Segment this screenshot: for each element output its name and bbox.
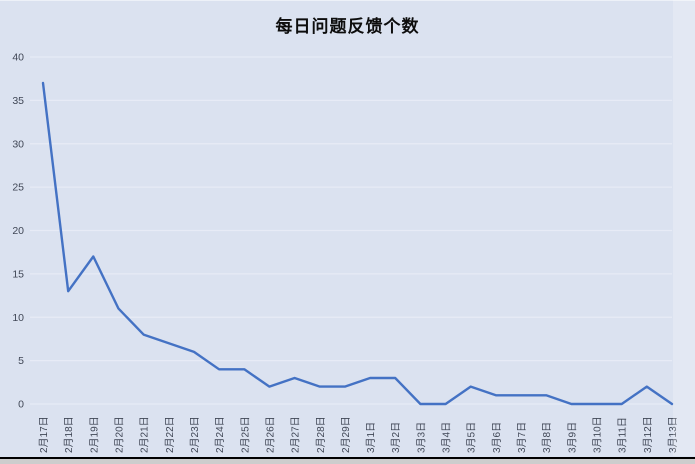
x-axis-tick-label: 2月29日 (340, 416, 352, 453)
x-axis-tick-label: 2月27日 (290, 416, 302, 453)
y-axis-tick-label: 40 (12, 52, 24, 64)
x-axis-tick-label: 2月28日 (315, 416, 327, 453)
x-axis-tick-label: 3月8日 (541, 422, 553, 453)
x-axis-tick-label: 3月3日 (415, 422, 427, 453)
data-series-line (41, 81, 674, 406)
y-axis-tick-label: 0 (18, 399, 24, 411)
x-axis-tick-label: 2月24日 (214, 416, 226, 453)
x-axis-tick-label: 3月12日 (642, 416, 654, 453)
x-axis-tick-label: 3月2日 (390, 422, 402, 453)
x-axis-tick-label: 3月6日 (491, 422, 503, 453)
x-axis-tick-label: 3月10日 (592, 416, 604, 453)
x-axis-tick-label: 2月22日 (164, 416, 176, 453)
y-axis-tick-label: 35 (12, 95, 24, 107)
x-axis-tick-label: 3月4日 (441, 422, 453, 453)
x-axis-tick-label: 3月1日 (365, 422, 377, 453)
y-axis-tick-label: 15 (12, 268, 24, 280)
x-axis-tick-label: 2月17日 (38, 416, 50, 453)
window-bottom-edge (0, 457, 695, 464)
y-axis-tick-label: 5 (18, 355, 24, 367)
y-axis-tick-label: 20 (12, 225, 24, 237)
x-axis-tick-label: 3月11日 (617, 417, 629, 453)
x-axis-tick-label: 2月18日 (63, 416, 75, 453)
x-axis-tick-label: 3月5日 (466, 422, 478, 453)
x-axis-tick-label: 2月25日 (239, 416, 251, 453)
x-axis-tick-label: 2月20日 (113, 416, 125, 453)
x-axis-tick-label: 2月21日 (139, 416, 151, 453)
x-axis-tick-label: 3月13日 (667, 416, 679, 453)
y-axis-tick-label: 30 (12, 138, 24, 150)
y-axis-tick-label: 25 (12, 182, 24, 194)
x-axis-tick-label: 2月26日 (264, 416, 276, 453)
x-axis-tick-label: 2月23日 (189, 416, 201, 453)
chart-title: 每日问题反馈个数 (275, 17, 420, 36)
x-axis-tick-label: 3月9日 (566, 422, 578, 453)
y-axis-tick-label: 10 (12, 312, 24, 324)
x-axis-tick-label: 3月7日 (516, 422, 528, 453)
x-axis-tick-label: 2月19日 (88, 416, 100, 453)
window-top-edge (0, 0, 695, 1)
